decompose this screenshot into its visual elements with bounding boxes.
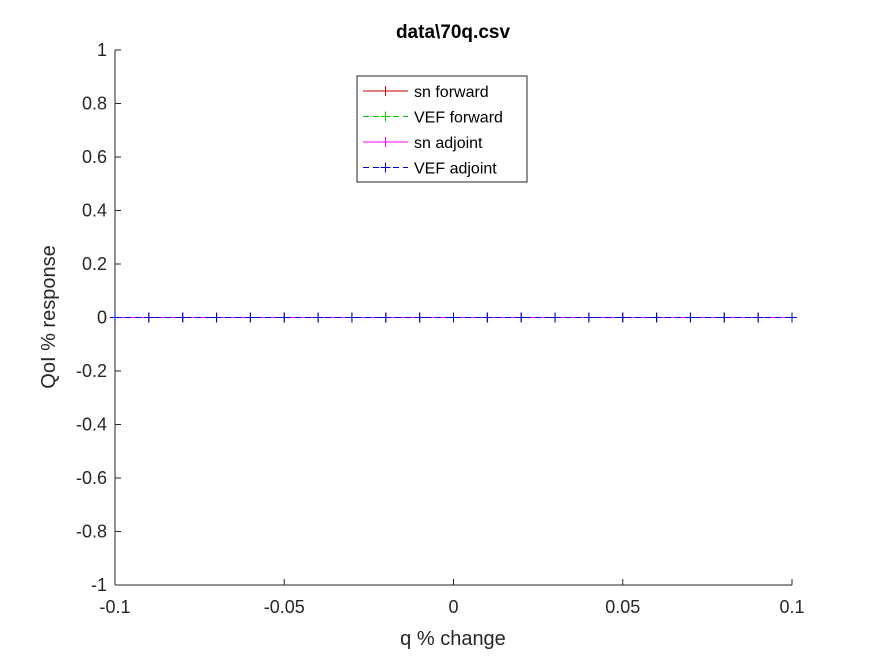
y-tick-label: -1 <box>91 575 107 595</box>
data-point-vef-adjoint <box>617 312 628 323</box>
y-tick-label: -0.8 <box>76 522 107 542</box>
y-tick-label: 0.4 <box>82 201 107 221</box>
data-point-vef-adjoint <box>685 312 696 323</box>
x-tick-label: 0.1 <box>779 597 804 617</box>
y-tick-label: 0.8 <box>82 94 107 114</box>
data-point-vef-adjoint <box>753 312 764 323</box>
data-point-vef-adjoint <box>448 312 459 323</box>
data-point-vef-adjoint <box>177 312 188 323</box>
x-axis-ticks: -0.1 -0.05 0 0.05 0.1 <box>99 579 805 617</box>
y-tick-label: 0 <box>97 308 107 328</box>
x-axis-label: q % change <box>400 628 506 650</box>
data-point-vef-adjoint <box>313 312 324 323</box>
data-point-vef-adjoint <box>346 312 357 323</box>
data-point-vef-adjoint <box>279 312 290 323</box>
x-tick-label: 0 <box>448 597 458 617</box>
data-point-vef-adjoint <box>482 312 493 323</box>
y-tick-label: -0.6 <box>76 468 107 488</box>
data-point-vef-adjoint <box>245 312 256 323</box>
y-axis-label: QoI % response <box>38 245 60 388</box>
legend-items: sn forward VEF forward sn adjoint VEF adjoi… <box>363 84 503 178</box>
data-point-vef-adjoint <box>516 312 527 323</box>
data-point-vef-adjoint <box>583 312 594 323</box>
data-point-vef-adjoint <box>719 312 730 323</box>
data-point-vef-adjoint <box>110 312 120 323</box>
data-point-vef-adjoint <box>380 312 391 323</box>
legend-label-sn-adjoint: sn adjoint <box>414 135 483 152</box>
series-layer <box>110 312 797 323</box>
data-point-vef-adjoint <box>651 312 662 323</box>
legend-label-vef-forward: VEF forward <box>414 110 503 127</box>
y-tick-label: 0.6 <box>82 147 107 167</box>
data-point-vef-adjoint <box>787 312 797 323</box>
x-tick-label: -0.1 <box>99 597 130 617</box>
legend: sn forward VEF forward sn adjoint VEF adjoi… <box>356 75 528 183</box>
y-axis-ticks: -1 -0.8 -0.6 -0.4 -0.2 0 0.2 0.4 0.6 0.8 1 <box>76 40 121 595</box>
data-point-vef-adjoint <box>143 312 154 323</box>
x-tick-label: -0.05 <box>264 597 305 617</box>
data-point-vef-adjoint <box>414 312 425 323</box>
y-tick-label: -0.4 <box>76 415 107 435</box>
y-tick-label: 0.2 <box>82 254 107 274</box>
y-tick-label: -0.2 <box>76 361 107 381</box>
data-point-vef-adjoint <box>550 312 561 323</box>
x-tick-label: 0.05 <box>605 597 640 617</box>
y-tick-label: 1 <box>97 40 107 60</box>
legend-label-vef-adjoint: VEF adjoint <box>414 161 497 178</box>
legend-label-sn-forward: sn forward <box>414 84 489 101</box>
data-point-vef-adjoint <box>211 312 222 323</box>
chart-title: data\70q.csv <box>396 22 510 43</box>
